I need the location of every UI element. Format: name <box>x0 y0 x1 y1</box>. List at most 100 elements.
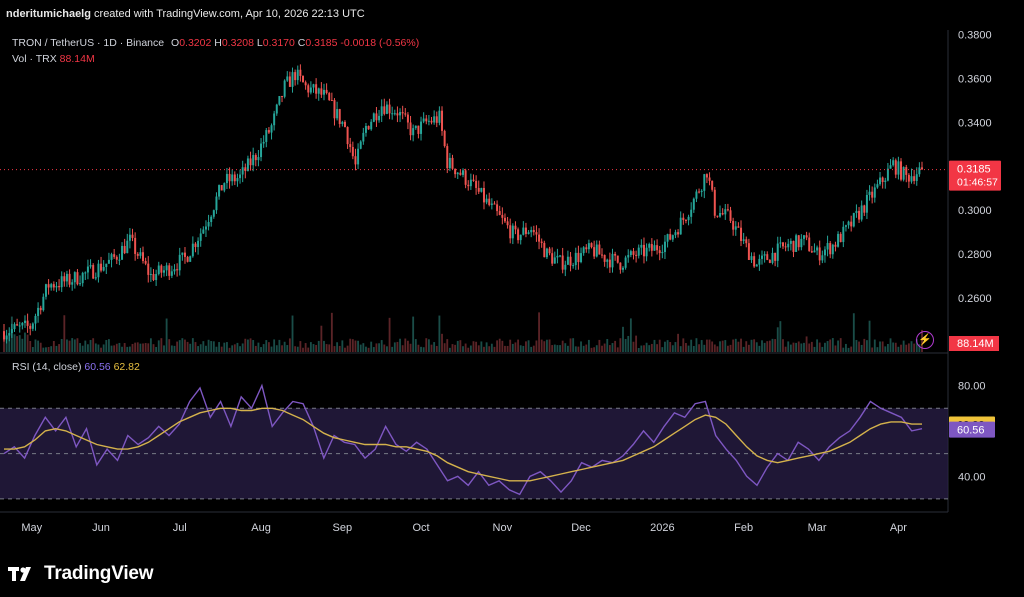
candle-body[interactable] <box>448 157 451 169</box>
candle-body[interactable] <box>433 116 436 123</box>
candle-body[interactable] <box>795 235 798 252</box>
candle-body[interactable] <box>249 158 252 166</box>
candle-body[interactable] <box>312 84 315 88</box>
candle-body[interactable] <box>37 307 40 316</box>
candle-body[interactable] <box>498 211 501 215</box>
candle-body[interactable] <box>197 240 200 248</box>
candle-body[interactable] <box>364 125 367 133</box>
candle-body[interactable] <box>577 252 580 263</box>
candle-body[interactable] <box>543 242 546 258</box>
candle-body[interactable] <box>430 120 433 123</box>
candle-body[interactable] <box>383 106 386 114</box>
candle-body[interactable] <box>511 225 514 239</box>
candle-body[interactable] <box>370 121 373 130</box>
candle-body[interactable] <box>220 185 223 191</box>
candle-body[interactable] <box>94 277 97 279</box>
candle-body[interactable] <box>831 244 834 255</box>
candle-body[interactable] <box>627 255 630 258</box>
candle-body[interactable] <box>443 130 446 147</box>
candle-body[interactable] <box>879 177 882 185</box>
candle-body[interactable] <box>595 244 598 257</box>
candle-body[interactable] <box>813 250 816 253</box>
candle-body[interactable] <box>480 188 483 192</box>
candle-body[interactable] <box>915 174 918 181</box>
candle-body[interactable] <box>865 194 868 213</box>
candle-body[interactable] <box>771 252 774 263</box>
candle-body[interactable] <box>482 188 485 203</box>
candle-body[interactable] <box>907 174 910 182</box>
candle-body[interactable] <box>601 254 604 256</box>
candle-body[interactable] <box>286 76 289 81</box>
candle-body[interactable] <box>128 234 131 241</box>
candle-body[interactable] <box>170 271 173 276</box>
candle-body[interactable] <box>414 125 417 129</box>
candle-body[interactable] <box>719 212 722 217</box>
candle-body[interactable] <box>380 106 383 116</box>
candle-body[interactable] <box>375 113 378 121</box>
candle-body[interactable] <box>527 232 530 234</box>
candle-body[interactable] <box>367 125 370 130</box>
candle-body[interactable] <box>65 273 68 282</box>
candle-body[interactable] <box>713 189 716 216</box>
candle-body[interactable] <box>753 256 756 267</box>
candle-body[interactable] <box>183 252 186 257</box>
candle-body[interactable] <box>202 229 205 234</box>
candle-body[interactable] <box>58 286 61 288</box>
candle-body[interactable] <box>79 283 82 285</box>
candle-body[interactable] <box>257 157 260 161</box>
candle-body[interactable] <box>139 252 142 256</box>
candle-body[interactable] <box>658 250 661 254</box>
candle-body[interactable] <box>682 217 685 220</box>
candle-body[interactable] <box>784 246 787 248</box>
candle-body[interactable] <box>553 257 556 264</box>
candle-body[interactable] <box>797 235 800 248</box>
candle-body[interactable] <box>705 174 708 178</box>
candle-body[interactable] <box>55 286 58 288</box>
candle-body[interactable] <box>60 276 63 288</box>
candle-body[interactable] <box>328 93 331 101</box>
candle-body[interactable] <box>343 121 346 128</box>
candle-body[interactable] <box>155 274 158 281</box>
candle-body[interactable] <box>341 121 344 124</box>
candle-body[interactable] <box>425 118 428 122</box>
candle-body[interactable] <box>624 257 627 268</box>
volume-label[interactable]: Vol · TRX <box>12 53 57 65</box>
candle-body[interactable] <box>564 264 567 270</box>
candle-body[interactable] <box>821 255 824 261</box>
candle-body[interactable] <box>721 212 724 215</box>
candle-body[interactable] <box>233 174 236 182</box>
candle-body[interactable] <box>178 254 181 271</box>
candle-body[interactable] <box>805 235 808 238</box>
candle-body[interactable] <box>456 172 459 175</box>
candle-body[interactable] <box>8 333 11 336</box>
candle-body[interactable] <box>359 141 362 149</box>
candle-body[interactable] <box>218 185 221 197</box>
candle-body[interactable] <box>619 262 622 270</box>
candle-body[interactable] <box>545 248 548 258</box>
price-pane[interactable] <box>0 30 948 352</box>
candle-body[interactable] <box>789 240 792 244</box>
candle-body[interactable] <box>92 265 95 279</box>
candle-body[interactable] <box>661 251 664 254</box>
candle-body[interactable] <box>506 221 509 226</box>
candle-body[interactable] <box>551 253 554 264</box>
candle-body[interactable] <box>614 253 617 256</box>
candle-body[interactable] <box>299 69 302 76</box>
candle-body[interactable] <box>593 247 596 257</box>
candle-body[interactable] <box>351 147 354 157</box>
candle-body[interactable] <box>296 69 299 81</box>
candle-body[interactable] <box>621 267 624 270</box>
candle-body[interactable] <box>260 143 263 158</box>
candle-body[interactable] <box>241 167 244 175</box>
candle-body[interactable] <box>107 259 110 264</box>
candle-body[interactable] <box>320 88 323 95</box>
candle-body[interactable] <box>283 80 286 97</box>
candle-body[interactable] <box>490 203 493 205</box>
candle-body[interactable] <box>540 241 543 243</box>
candle-body[interactable] <box>779 242 782 244</box>
candle-body[interactable] <box>176 269 179 271</box>
candle-body[interactable] <box>136 253 139 256</box>
candle-body[interactable] <box>31 323 34 329</box>
candle-body[interactable] <box>632 251 635 255</box>
candle-body[interactable] <box>288 76 291 87</box>
